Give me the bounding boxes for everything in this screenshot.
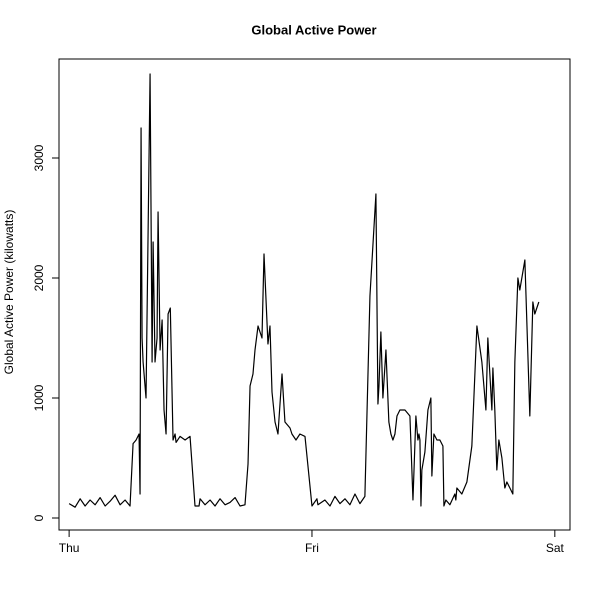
- y-axis-label: Global Active Power (kilowatts): [2, 210, 16, 375]
- y-tick-label: 2000: [32, 264, 46, 291]
- y-tick-label: 0: [32, 514, 46, 521]
- x-tick-label: Thu: [59, 541, 80, 555]
- x-tick-label: Sat: [546, 541, 565, 555]
- y-tick-label: 3000: [32, 144, 46, 171]
- x-tick-label: Fri: [305, 541, 319, 555]
- line-series: [68, 73, 540, 508]
- y-tick-label: 1000: [32, 384, 46, 411]
- chart-title: Global Active Power: [251, 22, 376, 37]
- plot-frame: [58, 58, 571, 531]
